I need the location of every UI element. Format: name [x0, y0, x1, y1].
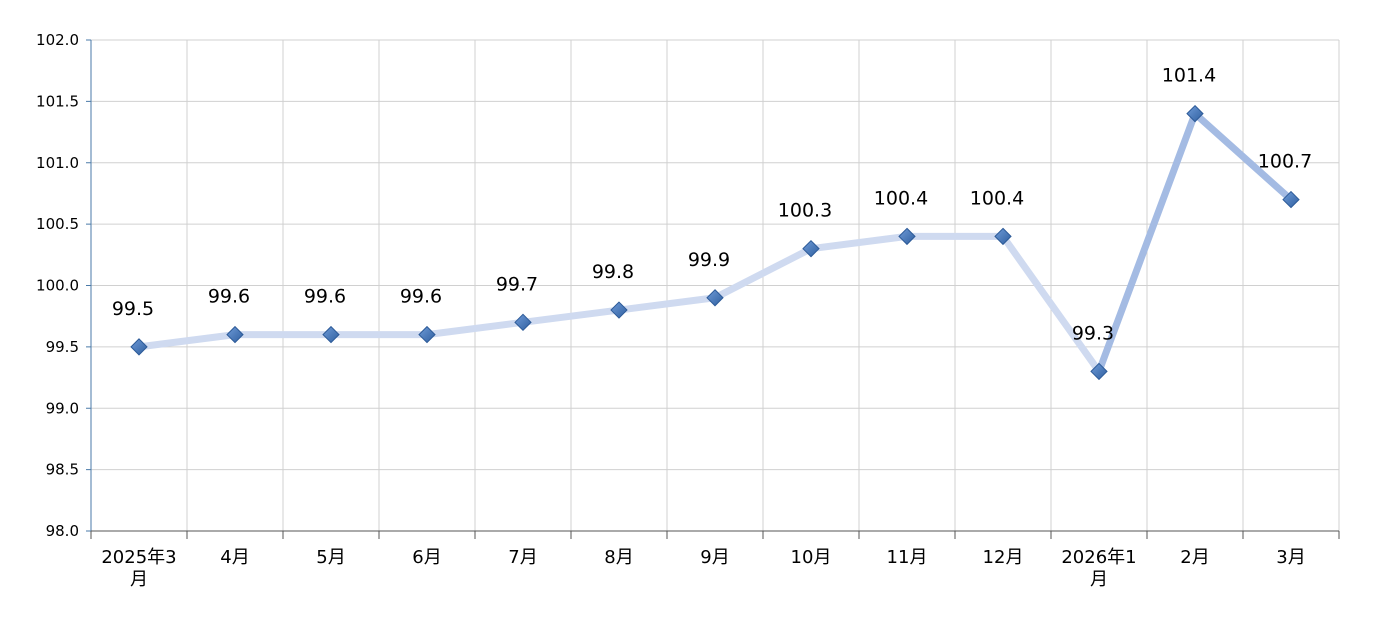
data-point-marker	[994, 227, 1012, 246]
x-tick-label: 5月	[316, 547, 345, 568]
series-segment	[807, 232, 911, 253]
data-point-marker	[610, 301, 628, 319]
data-point-marker	[418, 325, 436, 344]
y-tick-label: 101.5	[36, 92, 79, 110]
data-point-marker	[898, 227, 916, 246]
x-tick-label: 11月	[887, 547, 928, 568]
x-tick-label: 3月	[1276, 547, 1305, 568]
data-label: 99.6	[208, 286, 250, 308]
y-tick-label: 100.5	[36, 215, 79, 233]
data-label: 100.4	[874, 187, 928, 209]
series-segment	[423, 318, 527, 339]
data-point-marker	[1282, 190, 1300, 209]
data-point-marker	[802, 239, 820, 258]
series-segment	[999, 232, 1103, 375]
series-segment	[1095, 110, 1199, 375]
series-line	[135, 110, 1295, 375]
axes	[86, 39, 1340, 539]
y-tick-label: 99.5	[46, 338, 79, 356]
data-label: 99.8	[592, 261, 634, 283]
grid	[91, 39, 1340, 532]
x-tick-label: 12月	[983, 547, 1024, 568]
data-label: 99.9	[688, 249, 730, 271]
y-tick-label: 100.0	[36, 277, 79, 295]
x-tick-label: 月	[1090, 569, 1108, 590]
x-tick-label: 2月	[1180, 547, 1209, 568]
x-tick-label: 月	[130, 569, 148, 590]
y-tick-label: 101.0	[36, 154, 79, 172]
data-point-marker	[130, 338, 148, 356]
series-markers	[130, 104, 1300, 381]
x-tick-label: 8月	[604, 547, 633, 568]
x-tick-label: 9月	[700, 547, 729, 568]
data-point-marker	[322, 325, 340, 344]
data-point-marker	[1090, 362, 1108, 381]
data-label: 99.6	[304, 286, 346, 308]
x-tick-label: 4月	[220, 547, 249, 568]
data-label: 99.3	[1072, 322, 1114, 344]
data-label: 99.6	[400, 286, 442, 308]
data-point-marker	[226, 325, 244, 344]
series-segment	[1191, 110, 1295, 204]
series-segment	[711, 245, 815, 302]
x-tick-label: 2025年3	[101, 547, 176, 568]
x-tick-label: 2026年1	[1061, 547, 1136, 568]
data-label: 99.5	[112, 298, 154, 320]
data-label: 99.7	[496, 273, 538, 295]
data-point-marker	[514, 313, 532, 332]
y-tick-label: 99.0	[46, 399, 79, 417]
data-label: 100.4	[970, 187, 1024, 209]
data-labels: 99.5 99.6 99.6 99.6 99.7 99.8 99.9 100.3 100.4 10…	[112, 65, 1312, 345]
series-segment	[615, 294, 719, 314]
y-tick-label: 98.5	[46, 461, 79, 479]
data-label: 100.3	[778, 200, 832, 222]
y-tick-label: 98.0	[46, 522, 79, 540]
data-point-marker	[706, 289, 724, 307]
data-label: 101.4	[1162, 65, 1216, 87]
data-label: 100.7	[1258, 151, 1312, 173]
data-point-marker	[1186, 104, 1204, 123]
x-tick-label: 6月	[412, 547, 441, 568]
y-axis-ticks: 98.0 98.5 99.0 99.5 100.0 100.5 101.0 101.5 102.…	[36, 31, 79, 540]
series-segment	[519, 306, 623, 326]
series-segment	[135, 331, 239, 351]
x-tick-label: 7月	[508, 547, 537, 568]
x-tick-label: 10月	[791, 547, 832, 568]
y-tick-label: 102.0	[36, 31, 79, 49]
